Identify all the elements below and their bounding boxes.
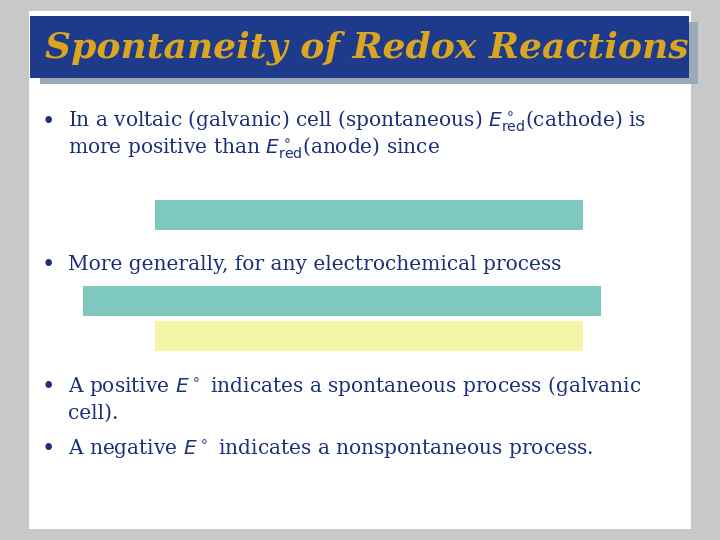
FancyBboxPatch shape <box>40 22 698 84</box>
Text: •: • <box>42 110 55 133</box>
FancyBboxPatch shape <box>30 16 689 78</box>
Text: Spontaneity of Redox Reactions: Spontaneity of Redox Reactions <box>45 30 688 65</box>
FancyBboxPatch shape <box>155 321 583 351</box>
Text: •: • <box>42 437 55 460</box>
FancyBboxPatch shape <box>155 200 583 230</box>
Text: In a voltaic (galvanic) cell (spontaneous) $E^\circ_{\rm red}$(cathode) is: In a voltaic (galvanic) cell (spontaneou… <box>68 109 647 134</box>
Text: •: • <box>42 375 55 397</box>
Text: A positive $E^\circ$ indicates a spontaneous process (galvanic: A positive $E^\circ$ indicates a spontan… <box>68 374 642 398</box>
FancyBboxPatch shape <box>83 286 601 316</box>
Text: cell).: cell). <box>68 403 119 423</box>
Text: more positive than $E^\circ_{\rm red}$(anode) since: more positive than $E^\circ_{\rm red}$(a… <box>68 136 441 161</box>
Text: •: • <box>42 253 55 276</box>
Text: More generally, for any electrochemical process: More generally, for any electrochemical … <box>68 255 562 274</box>
FancyBboxPatch shape <box>29 11 691 529</box>
Text: A negative $E^\circ$ indicates a nonspontaneous process.: A negative $E^\circ$ indicates a nonspon… <box>68 437 594 460</box>
